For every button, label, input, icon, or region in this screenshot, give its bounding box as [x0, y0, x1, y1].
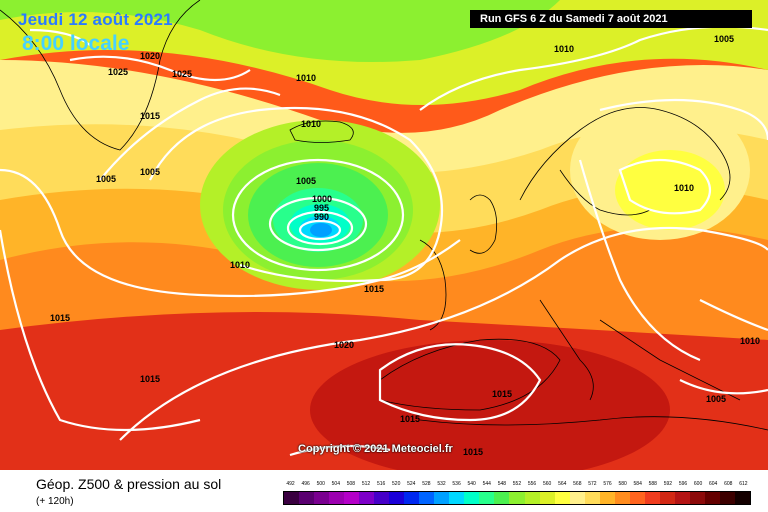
- legend-label: 580: [618, 481, 627, 487]
- legend-label: 548: [497, 481, 507, 487]
- legend-label: 504: [331, 481, 340, 487]
- copyright-text: Copyright © 2021 Meteociel.fr: [298, 443, 453, 455]
- legend-label: 596: [678, 481, 688, 487]
- legend-swatch: [704, 492, 720, 504]
- isobar-label: 1010: [301, 119, 321, 129]
- forecast-date: Jeudi 12 août 2021: [18, 10, 173, 29]
- legend-swatch: [644, 492, 660, 504]
- legend-label: 532: [437, 481, 446, 487]
- legend-label: 512: [361, 481, 371, 487]
- isobar-label: 1020: [334, 340, 354, 350]
- isobar-label: 995: [314, 203, 329, 213]
- isobar-label: 1010: [296, 73, 316, 83]
- isobar-label: 1010: [554, 44, 574, 54]
- legend-swatch: [404, 492, 420, 504]
- legend-label: 552: [512, 481, 522, 487]
- isobar-label: 1015: [364, 284, 384, 294]
- legend-swatch: [689, 492, 705, 504]
- forecast-range: (+ 120h): [36, 496, 74, 507]
- legend-swatch: [374, 492, 390, 504]
- isobar-label: 1005: [706, 394, 726, 404]
- legend-label: 612: [739, 481, 748, 487]
- model-run-label: Run GFS 6 Z du Samedi 7 août 2021: [470, 10, 752, 28]
- isobar-label: 1015: [400, 414, 420, 424]
- legend-label: 544: [482, 481, 491, 487]
- legend-label: 528: [422, 481, 431, 487]
- legend-swatch: [629, 492, 645, 504]
- legend-swatch: [509, 492, 525, 504]
- legend-label: 560: [542, 481, 552, 487]
- legend-swatch: [569, 492, 585, 504]
- legend-label: 608: [724, 481, 733, 487]
- legend-swatch: [284, 492, 300, 504]
- legend-swatch: [419, 492, 435, 504]
- legend-swatch: [344, 492, 360, 504]
- isobar-label: 1010: [740, 336, 760, 346]
- isobar-label: 1015: [140, 374, 160, 384]
- legend-label: 584: [633, 481, 642, 487]
- legend-swatch: [584, 492, 600, 504]
- legend-label: 588: [648, 481, 657, 487]
- isobar-label: 1005: [296, 176, 316, 186]
- isobar-label: 1015: [50, 313, 70, 323]
- map-footer: Géop. Z500 & pression au sol (+ 120h) 49…: [0, 470, 768, 512]
- legend-label: 516: [376, 481, 386, 487]
- legend-color-bar: [283, 491, 751, 505]
- legend-label: 524: [407, 481, 416, 487]
- isobar-label: 1015: [463, 447, 483, 457]
- weather-map: 1020 1025 1025 1015 1010 1010 1005 1005 …: [0, 0, 768, 470]
- legend-label: 536: [452, 481, 461, 487]
- isobar-label: 1015: [140, 111, 160, 121]
- legend-swatch: [659, 492, 675, 504]
- legend-swatch: [719, 492, 735, 504]
- legend-label: 576: [603, 481, 612, 487]
- isobar-label: 1025: [172, 69, 192, 79]
- legend-swatch: [329, 492, 345, 504]
- legend-label: 496: [301, 481, 310, 487]
- legend-label: 604: [709, 481, 718, 487]
- isobar-label: 1005: [140, 167, 160, 177]
- isobar-label: 1015: [492, 389, 512, 399]
- legend-label: 540: [467, 481, 476, 487]
- legend-swatch: [314, 492, 330, 504]
- legend-swatch: [494, 492, 510, 504]
- legend-label: 520: [392, 481, 401, 487]
- legend-label: 564: [558, 481, 567, 487]
- legend-label: 492: [286, 481, 295, 487]
- forecast-time: 8:00 locale: [22, 32, 130, 55]
- legend-swatch: [539, 492, 555, 504]
- legend-swatch: [479, 492, 495, 504]
- legend-swatch: [554, 492, 570, 504]
- legend-labels: 492 496 500 504 508 512 516 520 524 528 532 536 540 5…: [283, 480, 751, 489]
- isobar-label: 990: [314, 212, 329, 222]
- legend-swatch: [524, 492, 540, 504]
- legend-label: 592: [663, 481, 673, 487]
- legend-swatch: [614, 492, 630, 504]
- legend-swatch: [299, 492, 315, 504]
- legend-label: 508: [346, 481, 356, 487]
- chart-title: Géop. Z500 & pression au sol: [36, 476, 222, 492]
- legend-swatch: [734, 492, 750, 504]
- legend-swatch: [449, 492, 465, 504]
- legend-label: 600: [693, 481, 703, 487]
- isobar-label: 1005: [714, 34, 734, 44]
- legend-label: 572: [588, 481, 597, 487]
- isobar-label: 1025: [108, 67, 128, 77]
- isobar-label: 1000: [312, 194, 332, 204]
- legend-swatch: [674, 492, 690, 504]
- legend-swatch: [434, 492, 450, 504]
- legend-label: 568: [573, 481, 582, 487]
- legend-label: 500: [316, 481, 325, 487]
- color-legend: 492 496 500 504 508 512 516 520 524 528 532 536 540 5…: [283, 480, 751, 510]
- isobar-label: 1010: [230, 260, 250, 270]
- legend-swatch: [359, 492, 375, 504]
- legend-swatch: [599, 492, 615, 504]
- legend-swatch: [389, 492, 405, 504]
- legend-swatch: [464, 492, 480, 504]
- isobar-label: 1005: [96, 174, 116, 184]
- legend-label: 556: [527, 481, 537, 487]
- isobar-label: 1020: [140, 51, 160, 61]
- isobar-label: 1010: [674, 183, 694, 193]
